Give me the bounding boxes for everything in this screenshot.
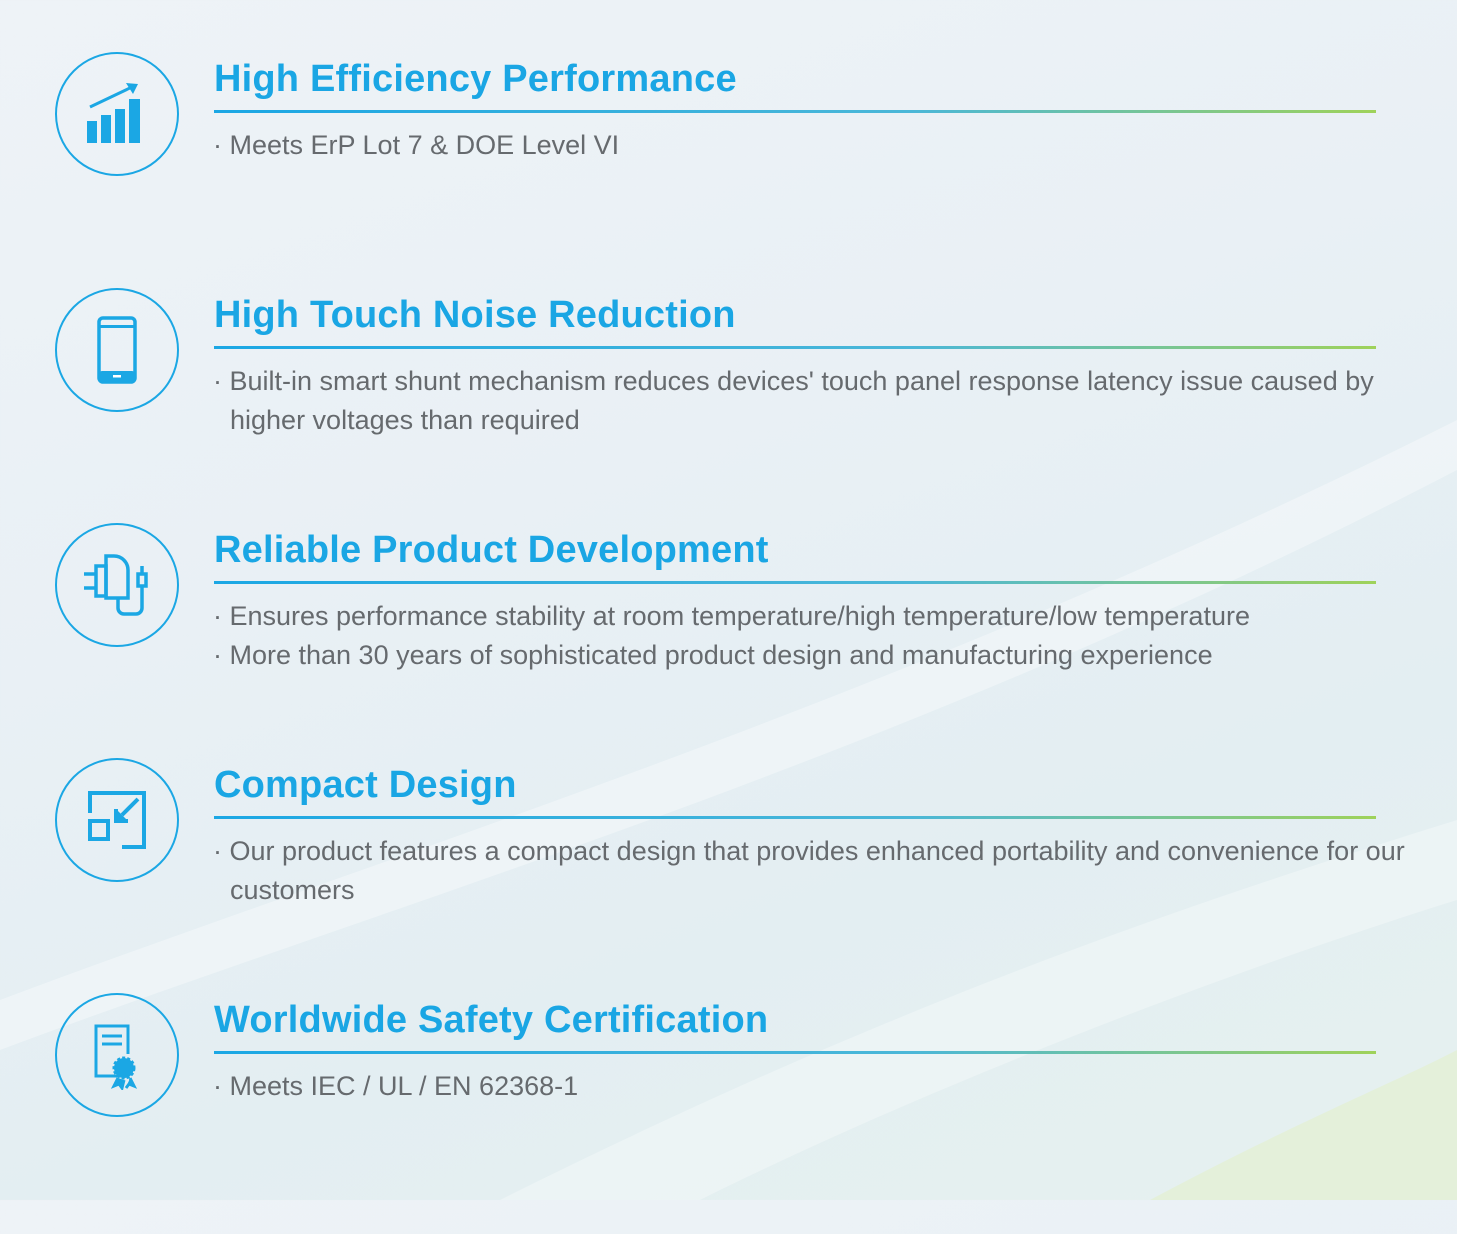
divider <box>214 1051 1376 1054</box>
feature-safety-certification: Worldwide Safety Certification · Meets I… <box>0 993 1457 1234</box>
feature-bullet: · Ensures performance stability at room … <box>213 601 1250 631</box>
bar-chart-growth-icon <box>55 52 179 176</box>
feature-title: Reliable Product Development <box>214 529 769 571</box>
feature-bullet: · Meets IEC / UL / EN 62368-1 <box>213 1071 579 1101</box>
smartphone-icon <box>55 288 179 412</box>
compact-resize-icon <box>55 758 179 882</box>
certificate-icon <box>55 993 179 1117</box>
feature-bullet: · More than 30 years of sophisticated pr… <box>213 640 1213 670</box>
feature-bullet: · Built-in smart shunt mechanism reduces… <box>213 366 1374 435</box>
feature-high-efficiency: High Efficiency Performance · Meets ErP … <box>0 52 1457 293</box>
feature-bullet: · Meets ErP Lot 7 & DOE Level VI <box>213 130 620 160</box>
divider <box>214 816 1376 819</box>
divider <box>214 346 1376 349</box>
charger-adapter-icon <box>55 523 179 647</box>
feature-title: High Touch Noise Reduction <box>214 294 736 336</box>
divider <box>214 110 1376 113</box>
feature-touch-noise: High Touch Noise Reduction · Built-in sm… <box>0 288 1457 529</box>
feature-title: Compact Design <box>214 764 517 806</box>
feature-title: Worldwide Safety Certification <box>214 999 769 1041</box>
feature-title: High Efficiency Performance <box>214 58 737 100</box>
feature-reliable-development: Reliable Product Development · Ensures p… <box>0 523 1457 764</box>
feature-bullet: · Our product features a compact design … <box>213 836 1405 905</box>
feature-compact-design: Compact Design · Our product features a … <box>0 758 1457 999</box>
divider <box>214 581 1376 584</box>
